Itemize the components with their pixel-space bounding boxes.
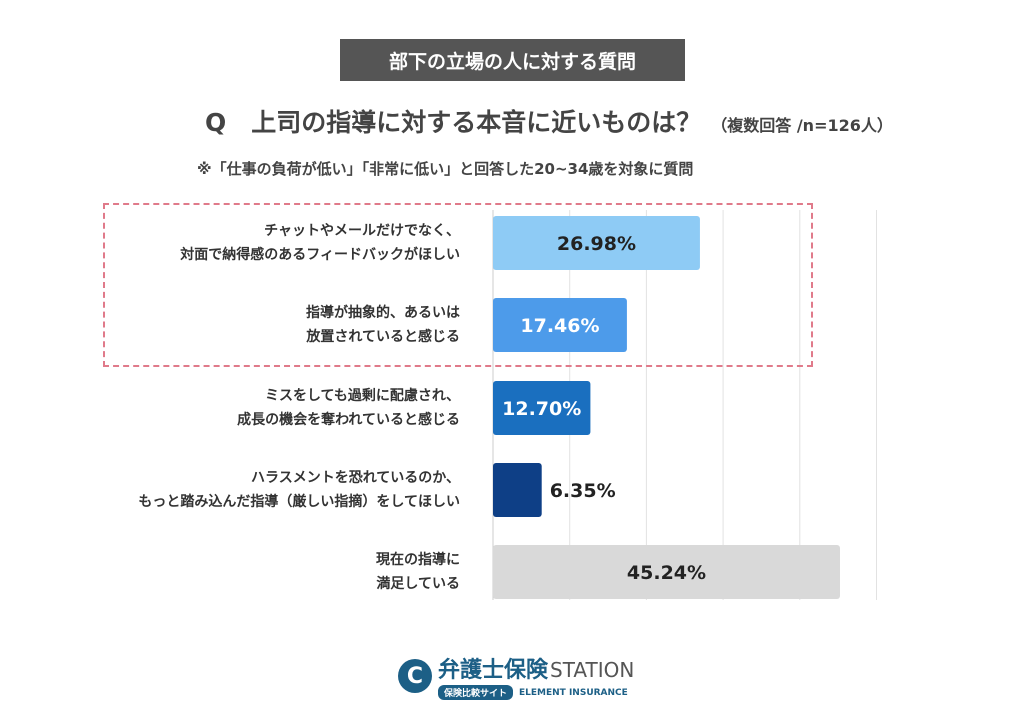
category-label: ハラスメントを恐れているのか、もっと踏み込んだ指導（厳しい指摘）をしてほしい — [40, 466, 460, 514]
logo-name: 弁護士保険 — [438, 658, 549, 683]
category-label-line: 満足している — [376, 576, 460, 592]
bar — [493, 381, 591, 435]
category-label: 指導が抽象的、あるいは 放置されていると感じる — [40, 301, 460, 349]
category-label-line: チャットやメールだけでなく、 — [264, 223, 460, 239]
logo-suffix: STATION — [550, 658, 635, 682]
data-label: 45.24% — [627, 562, 706, 584]
highlight-box — [103, 203, 813, 367]
bar — [493, 298, 627, 352]
question-note: （複数回答 /n=126人） — [711, 116, 893, 135]
bar — [493, 216, 700, 270]
logo-company: ELEMENT INSURANCE — [519, 687, 628, 698]
bar — [493, 463, 542, 517]
category-label-line: ハラスメントを恐れているのか、 — [250, 470, 460, 486]
category-label-line: もっと踏み込んだ指導（厳しい指摘）をしてほしい — [138, 494, 460, 510]
question-text: Q 上司の指導に対する本音に近いものは？ — [205, 108, 702, 137]
category-label-line: 指導が抽象的、あるいは — [306, 305, 460, 321]
question-title: Q 上司の指導に対する本音に近いものは？ （複数回答 /n=126人） — [205, 103, 893, 139]
bar — [493, 545, 840, 599]
category-label-line: 放置されていると感じる — [306, 329, 460, 345]
data-label: 17.46% — [520, 315, 599, 337]
data-label: 12.70% — [502, 398, 581, 420]
category-label: ミスをしても過剰に配慮され、成長の機会を奪われていると感じる — [40, 384, 460, 432]
category-label-line: 現在の指導に — [376, 552, 460, 568]
logo-mark-icon: C — [398, 659, 432, 693]
subnote: ※「仕事の負荷が低い」「非常に低い」と回答した20~34歳を対象に質問 — [197, 160, 694, 178]
category-label-line: 対面で納得感のあるフィードバックがほしい — [180, 247, 460, 263]
logo: C 弁護士保険 STATION 保険比較サイト ELEMENT INSURANCE — [398, 652, 634, 700]
category-label: チャットやメールだけでなく、対面で納得感のあるフィードバックがほしい — [40, 219, 460, 267]
logo-tag: 保険比較サイト — [438, 685, 514, 700]
data-label: 6.35% — [550, 480, 616, 502]
category-label-line: 成長の機会を奪われていると感じる — [237, 412, 460, 428]
data-label: 26.98% — [557, 233, 636, 255]
section-badge: 部下の立場の人に対する質問 — [340, 39, 685, 81]
category-label-line: ミスをしても過剰に配慮され、 — [264, 388, 460, 404]
category-label: 現在の指導に 満足している — [40, 548, 460, 596]
